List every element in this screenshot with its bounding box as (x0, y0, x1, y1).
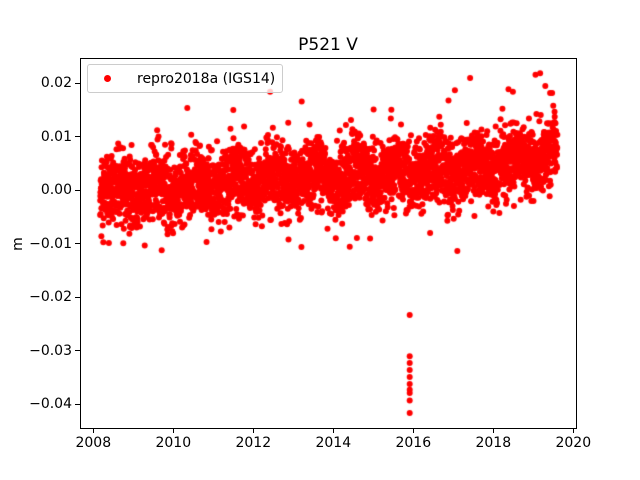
y-tick-mark (75, 296, 80, 298)
chart-title: P521 V (298, 35, 358, 55)
x-tick-mark (172, 428, 174, 433)
x-tick-label: 2016 (395, 435, 432, 451)
x-tick-mark (92, 428, 94, 433)
x-tick-label: 2014 (315, 435, 352, 451)
x-tick-mark (252, 428, 254, 433)
x-tick-label: 2018 (475, 435, 512, 451)
y-tick-mark (75, 403, 80, 405)
x-tick-label: 2012 (235, 435, 272, 451)
y-tick-label: −0.04 (29, 396, 72, 413)
x-tick-mark (412, 428, 414, 433)
y-tick-mark (75, 243, 80, 245)
x-tick-mark (332, 428, 334, 433)
y-tick-label: −0.02 (29, 289, 72, 306)
y-tick-mark (75, 350, 80, 352)
y-tick-label: 0.01 (40, 128, 72, 145)
legend: repro2018a (IGS14) (87, 64, 283, 93)
x-tick-label: 2008 (75, 435, 112, 451)
y-tick-label: −0.01 (29, 235, 72, 252)
y-tick-label: 0.02 (40, 75, 72, 92)
y-tick-mark (75, 82, 80, 84)
x-tick-mark (572, 428, 574, 433)
x-tick-label: 2020 (555, 435, 592, 451)
legend-label: repro2018a (IGS14) (137, 70, 276, 87)
y-tick-label: −0.03 (29, 342, 72, 359)
y-tick-label: 0.00 (40, 182, 72, 199)
x-tick-label: 2010 (155, 435, 192, 451)
y-tick-mark (75, 189, 80, 191)
y-tick-mark (75, 136, 80, 138)
x-tick-mark (492, 428, 494, 433)
legend-marker-icon (104, 75, 111, 82)
